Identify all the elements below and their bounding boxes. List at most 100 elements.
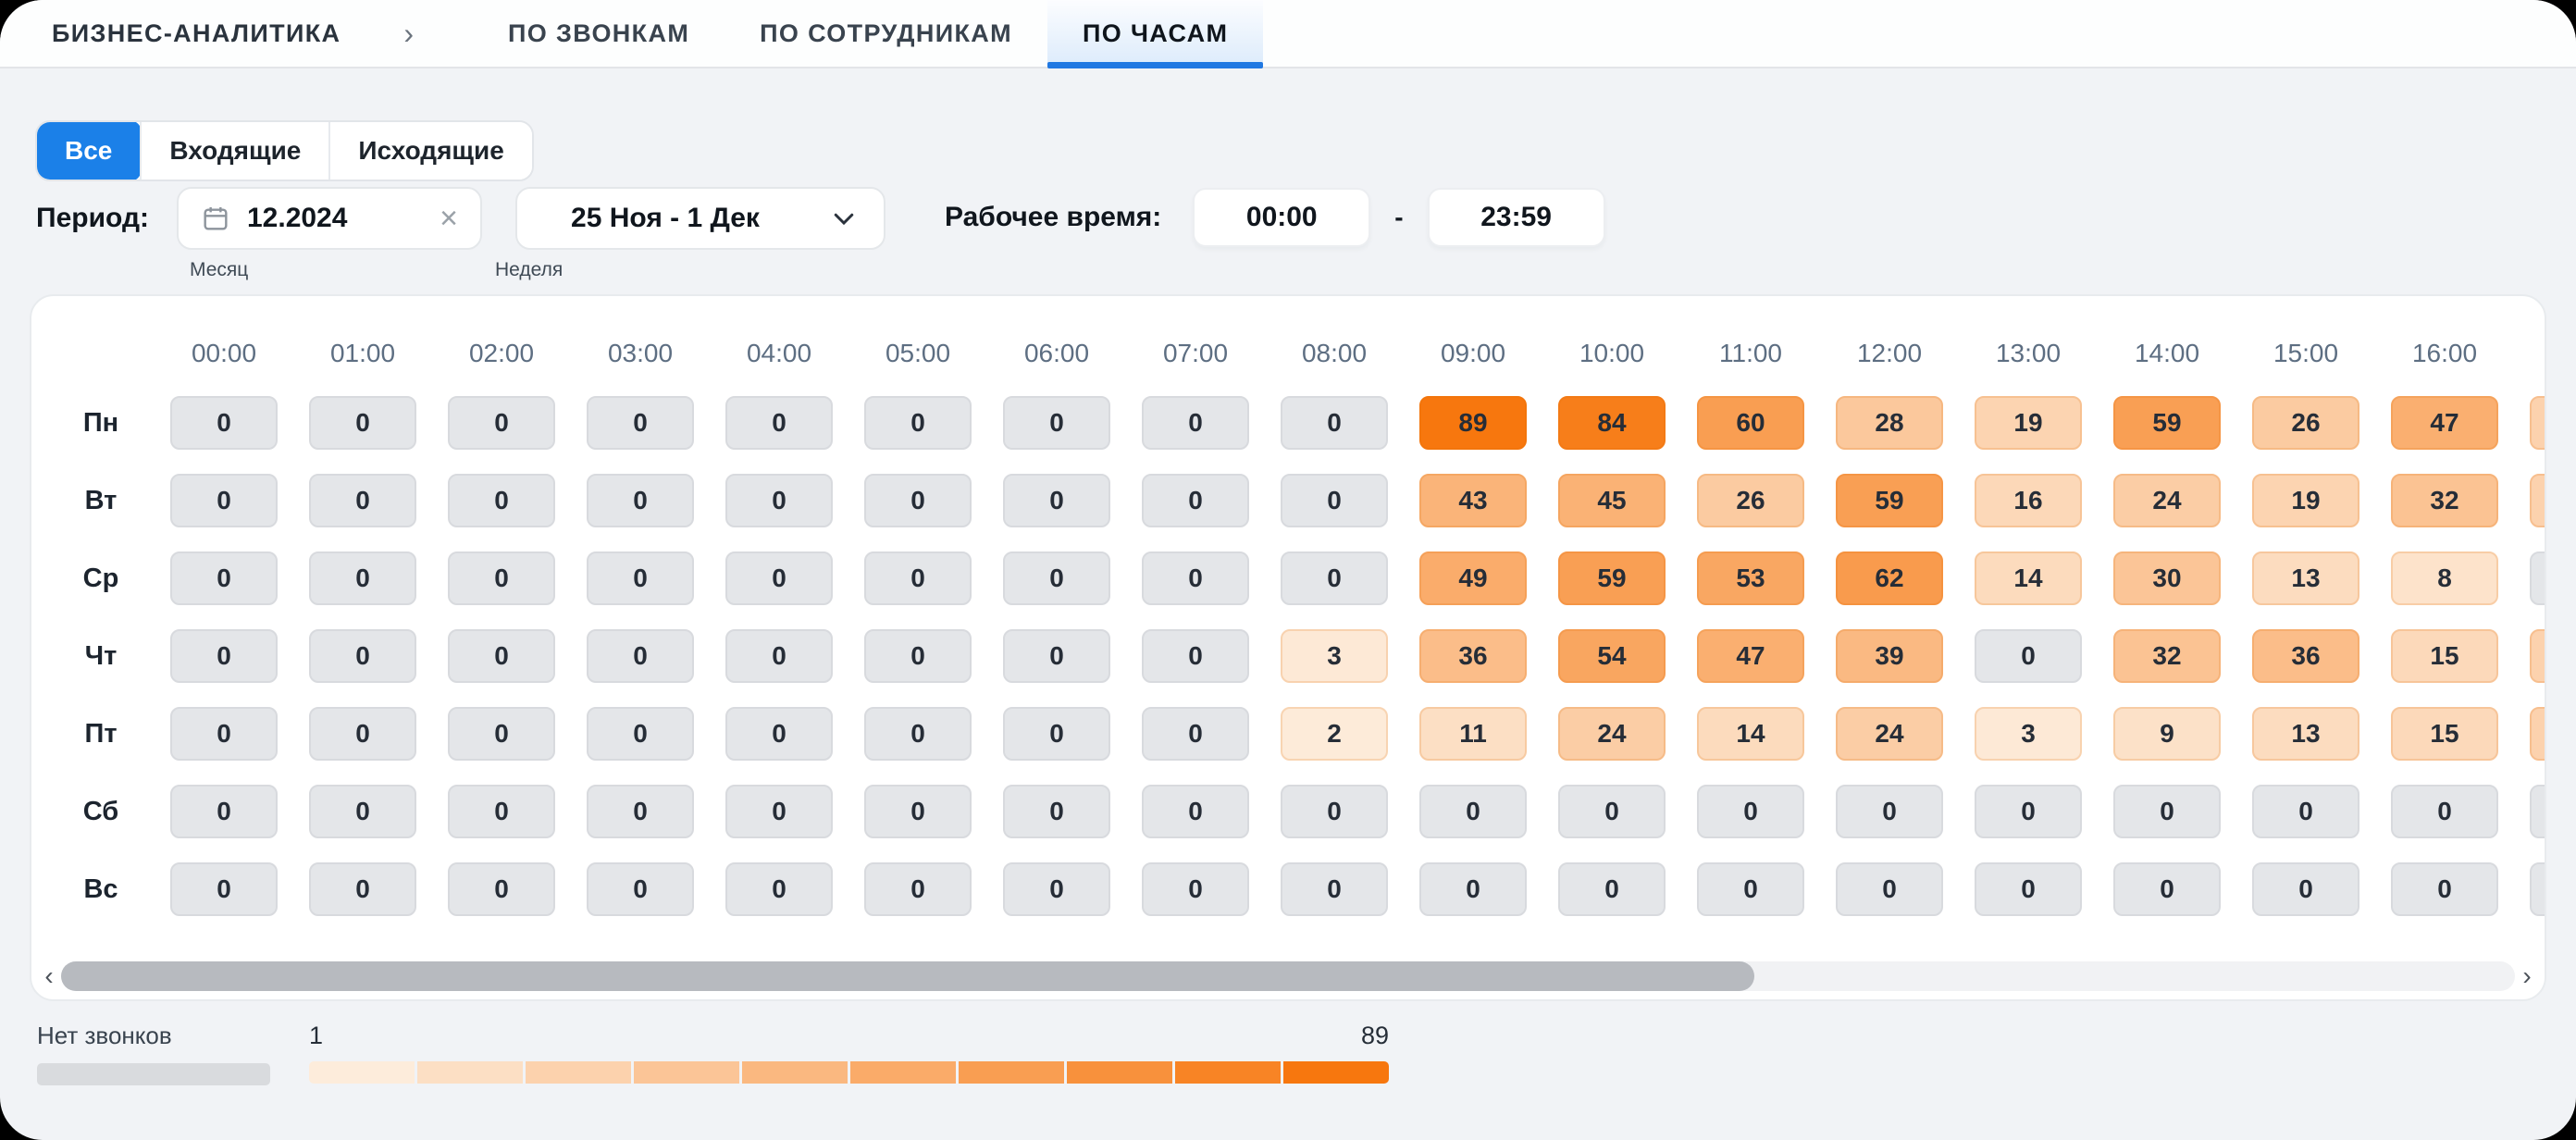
heat-cell[interactable]: 0 [309, 551, 416, 605]
heat-cell[interactable]: 0 [309, 396, 416, 450]
heat-cell[interactable]: 54 [1558, 629, 1666, 683]
scroll-left-arrow-icon[interactable]: ‹ [44, 961, 54, 990]
heat-cell[interactable]: 0 [309, 629, 416, 683]
breadcrumb[interactable]: БИЗНЕС-АНАЛИТИКА [52, 19, 341, 47]
heat-cell[interactable]: 0 [1142, 629, 1249, 683]
heat-cell[interactable]: 0 [1281, 551, 1388, 605]
heat-cell[interactable]: 62 [1836, 551, 1943, 605]
heat-cell[interactable]: 0 [1697, 785, 1804, 838]
heat-cell[interactable]: 0 [587, 629, 694, 683]
heat-cell[interactable]: 0 [1975, 862, 2082, 916]
clear-month-icon[interactable]: × [440, 201, 458, 236]
heat-cell[interactable]: 0 [587, 707, 694, 761]
heat-cell[interactable]: 0 [864, 551, 972, 605]
heat-cell[interactable]: 0 [448, 629, 555, 683]
heat-cell[interactable]: 0 [587, 474, 694, 527]
heat-cell[interactable]: 0 [1142, 551, 1249, 605]
heat-cell[interactable]: 0 [1558, 862, 1666, 916]
heat-cell-partial[interactable] [2530, 862, 2545, 916]
heat-cell[interactable]: 14 [1697, 707, 1804, 761]
heat-cell[interactable]: 0 [1281, 785, 1388, 838]
heat-cell[interactable]: 3 [1975, 707, 2082, 761]
heat-cell[interactable]: 0 [1281, 396, 1388, 450]
heat-cell[interactable]: 0 [1142, 785, 1249, 838]
heat-cell[interactable]: 0 [170, 396, 278, 450]
heat-cell[interactable]: 32 [2391, 474, 2498, 527]
heat-cell[interactable]: 0 [1419, 862, 1527, 916]
heat-cell[interactable]: 60 [1697, 396, 1804, 450]
heat-cell[interactable]: 19 [2252, 474, 2359, 527]
heat-cell[interactable]: 0 [864, 474, 972, 527]
heat-cell[interactable]: 84 [1558, 396, 1666, 450]
heat-cell-partial[interactable] [2530, 629, 2545, 683]
month-picker[interactable]: 12.2024 × [176, 187, 482, 250]
heat-cell[interactable]: 0 [1975, 629, 2082, 683]
heat-cell[interactable]: 0 [1142, 707, 1249, 761]
heat-cell[interactable]: 49 [1419, 551, 1527, 605]
heat-cell[interactable]: 0 [864, 629, 972, 683]
heat-cell[interactable]: 89 [1419, 396, 1527, 450]
scroll-right-arrow-icon[interactable]: › [2522, 961, 2532, 990]
heat-cell[interactable]: 0 [1419, 785, 1527, 838]
heat-cell[interactable]: 0 [725, 707, 833, 761]
heat-cell[interactable]: 28 [1836, 396, 1943, 450]
heat-cell[interactable]: 0 [1142, 474, 1249, 527]
heat-cell[interactable]: 36 [2252, 629, 2359, 683]
heat-cell[interactable]: 13 [2252, 551, 2359, 605]
heat-cell[interactable]: 0 [1975, 785, 2082, 838]
heat-cell[interactable]: 0 [725, 862, 833, 916]
heat-cell-partial[interactable] [2530, 707, 2545, 761]
heat-cell[interactable]: 0 [309, 862, 416, 916]
heat-cell[interactable]: 59 [1836, 474, 1943, 527]
heat-cell[interactable]: 0 [448, 707, 555, 761]
heat-cell[interactable]: 15 [2391, 707, 2498, 761]
heat-cell[interactable]: 0 [170, 474, 278, 527]
heat-cell[interactable]: 0 [1281, 862, 1388, 916]
tab-2[interactable]: ПО СОТРУДНИКАМ [760, 19, 1012, 47]
heat-cell[interactable]: 0 [170, 629, 278, 683]
heat-cell[interactable]: 0 [448, 551, 555, 605]
heat-cell[interactable]: 0 [170, 551, 278, 605]
heat-cell[interactable]: 30 [2113, 551, 2221, 605]
heat-cell[interactable]: 0 [309, 707, 416, 761]
heat-cell[interactable]: 15 [2391, 629, 2498, 683]
heat-cell-partial[interactable] [2530, 474, 2545, 527]
heat-cell[interactable]: 47 [2391, 396, 2498, 450]
heat-cell[interactable]: 0 [448, 396, 555, 450]
heat-cell[interactable]: 0 [2252, 862, 2359, 916]
heat-cell[interactable]: 3 [1281, 629, 1388, 683]
work-time-to-input[interactable]: 23:59 [1427, 188, 1605, 247]
heat-cell[interactable]: 0 [587, 862, 694, 916]
heat-cell[interactable]: 0 [725, 629, 833, 683]
heat-cell[interactable]: 0 [1558, 785, 1666, 838]
heat-cell[interactable]: 0 [1836, 862, 1943, 916]
heat-cell[interactable]: 0 [725, 785, 833, 838]
heat-cell[interactable]: 0 [1003, 551, 1110, 605]
heat-cell[interactable]: 0 [1003, 629, 1110, 683]
heat-cell[interactable]: 0 [2391, 862, 2498, 916]
heat-cell[interactable]: 0 [170, 785, 278, 838]
heat-cell[interactable]: 0 [2391, 785, 2498, 838]
heat-cell[interactable]: 0 [2252, 785, 2359, 838]
heat-cell-partial[interactable] [2530, 551, 2545, 605]
heat-cell[interactable]: 0 [1003, 707, 1110, 761]
heat-cell[interactable]: 26 [1697, 474, 1804, 527]
heat-cell[interactable]: 0 [587, 551, 694, 605]
heat-cell[interactable]: 0 [448, 474, 555, 527]
heat-cell[interactable]: 59 [1558, 551, 1666, 605]
heat-cell[interactable]: 0 [2113, 862, 2221, 916]
heat-cell[interactable]: 0 [2113, 785, 2221, 838]
heat-cell[interactable]: 0 [1836, 785, 1943, 838]
heat-cell[interactable]: 39 [1836, 629, 1943, 683]
heat-cell-partial[interactable] [2530, 785, 2545, 838]
heat-cell[interactable]: 11 [1419, 707, 1527, 761]
heat-cell[interactable]: 16 [1975, 474, 2082, 527]
heat-cell[interactable]: 0 [725, 396, 833, 450]
heat-cell[interactable]: 0 [309, 474, 416, 527]
filter-button-2[interactable]: Входящие [140, 122, 329, 180]
filter-button-3[interactable]: Исходящие [328, 122, 532, 180]
heat-cell[interactable]: 0 [864, 862, 972, 916]
heat-cell[interactable]: 0 [1003, 862, 1110, 916]
heat-cell[interactable]: 24 [1836, 707, 1943, 761]
heat-cell[interactable]: 45 [1558, 474, 1666, 527]
